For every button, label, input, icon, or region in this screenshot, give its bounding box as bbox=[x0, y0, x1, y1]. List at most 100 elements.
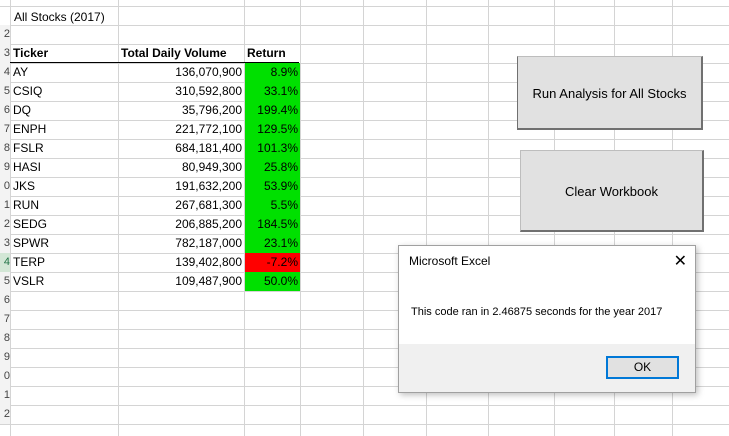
grid-row-line bbox=[0, 291, 729, 292]
header-volume[interactable]: Total Daily Volume bbox=[121, 46, 227, 60]
ticker-cell[interactable]: CSIQ bbox=[13, 84, 43, 98]
volume-cell[interactable]: 310,592,800 bbox=[175, 84, 242, 98]
grid-row-line bbox=[0, 234, 729, 235]
return-cell[interactable]: 199.4% bbox=[245, 101, 300, 120]
row-number[interactable]: 6 bbox=[0, 101, 10, 120]
return-cell[interactable]: 184.5% bbox=[245, 215, 300, 234]
grid-row-line bbox=[0, 177, 729, 178]
volume-cell[interactable]: 684,181,400 bbox=[175, 141, 242, 155]
volume-cell[interactable]: 109,487,900 bbox=[175, 274, 242, 288]
row-number[interactable]: 0 bbox=[0, 367, 10, 386]
return-cell[interactable]: 53.9% bbox=[245, 177, 300, 196]
grid-row-line bbox=[0, 386, 729, 387]
row-number[interactable]: 9 bbox=[0, 348, 10, 367]
volume-cell[interactable]: 136,070,900 bbox=[175, 65, 242, 79]
grid-column-line bbox=[426, 0, 427, 436]
return-cell[interactable]: 25.8% bbox=[245, 158, 300, 177]
return-cell[interactable]: 5.5% bbox=[245, 196, 300, 215]
ticker-cell[interactable]: HASI bbox=[13, 160, 42, 174]
row-number[interactable]: 0 bbox=[0, 177, 10, 196]
volume-cell[interactable]: 206,885,200 bbox=[175, 217, 242, 231]
return-cell[interactable]: 50.0% bbox=[245, 272, 300, 291]
header-return[interactable]: Return bbox=[247, 46, 286, 60]
grid-column-line bbox=[488, 0, 489, 436]
row-number[interactable]: 7 bbox=[0, 310, 10, 329]
volume-cell[interactable]: 782,187,000 bbox=[175, 236, 242, 250]
grid-row-line bbox=[0, 63, 729, 64]
grid-row-line bbox=[0, 405, 729, 406]
header-ticker[interactable]: Ticker bbox=[13, 46, 49, 60]
row-number[interactable]: 9 bbox=[0, 158, 10, 177]
return-cell[interactable]: 101.3% bbox=[245, 139, 300, 158]
grid-row-line bbox=[0, 348, 729, 349]
volume-cell[interactable]: 139,402,800 bbox=[175, 255, 242, 269]
grid-row-line bbox=[0, 120, 729, 121]
row-number[interactable]: 1 bbox=[0, 196, 10, 215]
row-number[interactable]: 4 bbox=[0, 63, 10, 82]
run-analysis-button[interactable]: Run Analysis for All Stocks bbox=[517, 56, 703, 130]
grid-column-line bbox=[363, 0, 364, 436]
row-number[interactable]: 8 bbox=[0, 139, 10, 158]
grid-row-line bbox=[0, 272, 729, 273]
volume-cell[interactable]: 80,949,300 bbox=[181, 160, 242, 174]
dialog-footer: OK bbox=[399, 344, 695, 392]
volume-cell[interactable]: 267,681,300 bbox=[175, 198, 242, 212]
grid-row-line bbox=[0, 424, 729, 425]
grid-column-line bbox=[118, 0, 119, 436]
grid-row-line bbox=[0, 25, 729, 26]
grid-row-line bbox=[0, 158, 729, 159]
grid-row-line bbox=[0, 310, 729, 311]
grid-row-line bbox=[0, 44, 729, 45]
return-cell[interactable]: 129.5% bbox=[245, 120, 300, 139]
ok-button[interactable]: OK bbox=[606, 356, 679, 379]
ticker-cell[interactable]: SPWR bbox=[13, 236, 49, 250]
return-cell[interactable]: -7.2% bbox=[245, 253, 300, 272]
return-cell[interactable]: 33.1% bbox=[245, 82, 300, 101]
dialog-message: This code ran in 2.46875 seconds for the… bbox=[411, 306, 663, 318]
row-number[interactable]: 3 bbox=[0, 234, 10, 253]
sheet-title-cell[interactable]: All Stocks (2017) bbox=[14, 10, 105, 24]
grid-row-line bbox=[0, 6, 729, 7]
grid-row-line bbox=[0, 196, 729, 197]
ticker-cell[interactable]: TERP bbox=[13, 255, 46, 269]
ticker-cell[interactable]: AY bbox=[13, 65, 29, 79]
grid-row-line bbox=[0, 82, 729, 83]
row-number[interactable]: 8 bbox=[0, 329, 10, 348]
ticker-cell[interactable]: JKS bbox=[13, 179, 36, 193]
grid-column-line bbox=[300, 0, 301, 436]
volume-cell[interactable]: 191,632,200 bbox=[175, 179, 242, 193]
grid-column-line bbox=[244, 0, 245, 436]
row-number[interactable]: 5 bbox=[0, 272, 10, 291]
grid-column-line bbox=[10, 0, 11, 436]
grid-row-line bbox=[0, 101, 729, 102]
return-cell[interactable]: 8.9% bbox=[245, 63, 300, 82]
grid-row-line bbox=[0, 139, 729, 140]
volume-cell[interactable]: 221,772,100 bbox=[175, 122, 242, 136]
row-number[interactable]: 7 bbox=[0, 120, 10, 139]
message-dialog: Microsoft Excel ✕ This code ran in 2.468… bbox=[398, 245, 696, 393]
grid-row-line bbox=[0, 367, 729, 368]
ticker-cell[interactable]: SEDG bbox=[13, 217, 48, 231]
row-number[interactable]: 5 bbox=[0, 82, 10, 101]
ticker-cell[interactable]: VSLR bbox=[13, 274, 45, 288]
row-number[interactable]: 6 bbox=[0, 291, 10, 310]
volume-cell[interactable]: 35,796,200 bbox=[181, 103, 242, 117]
dialog-title: Microsoft Excel bbox=[409, 254, 491, 268]
row-number[interactable]: 3 bbox=[0, 44, 10, 63]
grid-row-line bbox=[0, 253, 729, 254]
return-cell[interactable]: 23.1% bbox=[245, 234, 300, 253]
ticker-cell[interactable]: DQ bbox=[13, 103, 31, 117]
ticker-cell[interactable]: RUN bbox=[13, 198, 39, 212]
row-number[interactable]: 2 bbox=[0, 405, 10, 424]
ticker-cell[interactable]: FSLR bbox=[13, 141, 44, 155]
clear-workbook-button[interactable]: Clear Workbook bbox=[520, 150, 704, 232]
grid-row-line bbox=[0, 215, 729, 216]
ticker-cell[interactable]: ENPH bbox=[13, 122, 47, 136]
row-number[interactable]: 2 bbox=[0, 215, 10, 234]
header-border bbox=[10, 62, 299, 63]
close-icon[interactable]: ✕ bbox=[673, 253, 687, 270]
row-number[interactable]: 4 bbox=[0, 253, 10, 272]
row-number[interactable]: 2 bbox=[0, 25, 10, 44]
row-number[interactable]: 1 bbox=[0, 386, 10, 405]
